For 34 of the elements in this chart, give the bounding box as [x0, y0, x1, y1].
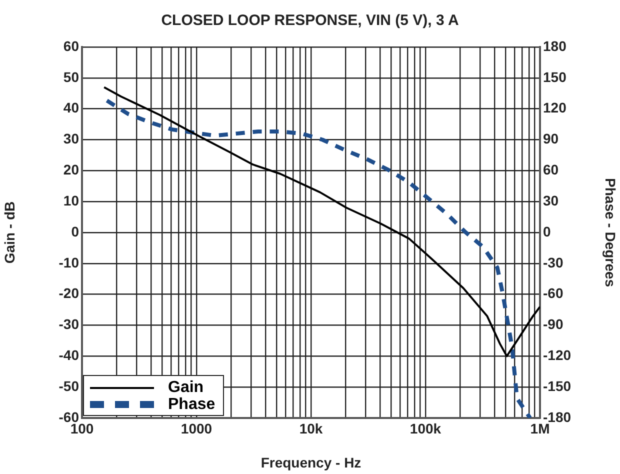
x-tick-label: 100k [410, 420, 442, 436]
y2-tick-label: 0 [543, 223, 551, 240]
x-tick-label: 10k [299, 420, 323, 436]
x-tick-label: 1000 [180, 420, 212, 436]
y-tick-label: 0 [71, 223, 80, 240]
y-tick-label: 40 [63, 100, 80, 116]
y-tick-label: 50 [63, 68, 80, 85]
y-tick-label: -60 [58, 408, 80, 425]
y-tick-label: 60 [63, 38, 80, 54]
y-tick-label: -40 [58, 347, 80, 364]
x-axis-title: Frequency - Hz [260, 454, 362, 470]
y2-tick-label: -120 [543, 347, 572, 364]
y2-tick-label: 30 [543, 192, 559, 208]
y-tick-label: -30 [58, 316, 80, 332]
y2-tick-label: -90 [543, 316, 564, 332]
y2-tick-label: -60 [543, 285, 564, 302]
y2-tick-label: -150 [543, 378, 572, 394]
y2-tick-label: 180 [543, 38, 567, 54]
legend-label: Phase [168, 396, 216, 413]
y-tick-label: -50 [58, 378, 80, 394]
y-tick-label: 10 [63, 192, 80, 208]
y-tick-label: -20 [58, 285, 80, 302]
y-axis-title: Gain - dB [1, 201, 18, 264]
y-tick-label: 20 [63, 162, 80, 178]
y2-tick-label: 150 [543, 68, 567, 85]
y2-tick-label: 60 [543, 162, 559, 178]
y2-axis-title: Phase - Degrees [602, 178, 619, 288]
y-tick-label: 30 [63, 130, 80, 147]
y-tick-label: -10 [58, 254, 80, 270]
y2-tick-label: -30 [543, 254, 564, 270]
y2-tick-label: 90 [543, 130, 559, 147]
y2-tick-label: 120 [543, 100, 567, 116]
chart-title: CLOSED LOOP RESPONSE, VIN (5 V), 3 A [161, 12, 459, 30]
legend-label: Gain [168, 379, 204, 396]
